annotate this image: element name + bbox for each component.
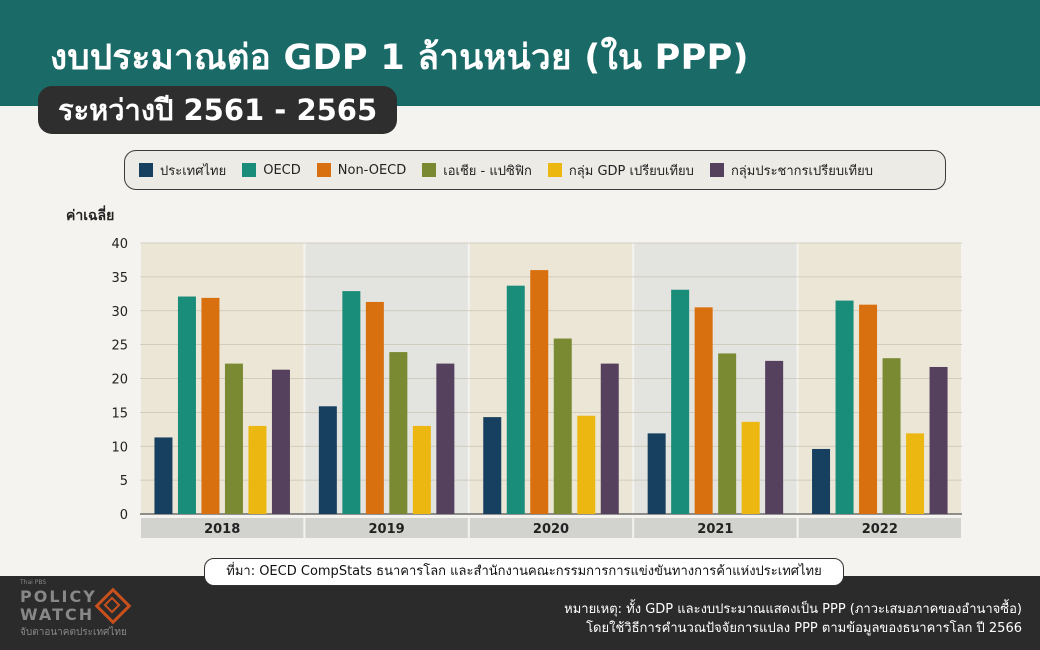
bar-2020-s4 [577, 415, 596, 514]
legend-item-3: เอเชีย - แปซิฟิก [422, 160, 532, 181]
bar-2018-s3 [224, 363, 243, 514]
source-note: ที่มา: OECD CompStats ธนาคารโลก และสำนัก… [204, 558, 844, 586]
bar-2021-s3 [718, 353, 737, 514]
bar-2021-s0 [647, 433, 666, 514]
legend-item-0: ประเทศไทย [139, 160, 226, 181]
bar-2019-s5 [436, 363, 455, 514]
y-axis-label: ค่าเฉลี่ย [66, 205, 114, 224]
y-tick-label: 20 [111, 373, 128, 388]
bar-2019-s1 [342, 291, 361, 514]
page-subtitle: ระหว่างปี 2561 - 2565 [38, 86, 398, 134]
y-tick-label: 0 [120, 508, 128, 523]
bar-2019-s0 [318, 406, 337, 514]
bar-2021-s4 [741, 421, 760, 514]
category-label-bg [634, 518, 797, 538]
bar-2018-s0 [154, 437, 173, 514]
x-tick-label: 2018 [204, 522, 240, 537]
bar-2019-s3 [389, 352, 408, 514]
bar-2018-s5 [271, 369, 290, 514]
y-tick-label: 10 [111, 440, 128, 455]
bar-chart: 0 5 10 15 20 25 30 35 40 2018 2019 2020 2021 2022 ค่… [66, 205, 962, 538]
bar-2022-s3 [882, 358, 901, 514]
x-tick-label: 2020 [533, 522, 569, 537]
logo-tagline: จับตาอนาคตประเทศไทย [20, 627, 127, 638]
bar-2019-s4 [412, 425, 431, 514]
legend-swatch [709, 163, 724, 177]
legend-item-1: OECD [242, 163, 301, 178]
legend-item-4: กลุ่ม GDP เปรียบเทียบ [547, 160, 694, 181]
category-label-bg [469, 518, 633, 538]
y-tick-label: 15 [111, 406, 128, 421]
bar-2021-s5 [765, 360, 784, 514]
bar-2020-s5 [600, 363, 619, 514]
x-tick-label: 2022 [862, 522, 898, 537]
legend-label: เอเชีย - แปซิฟิก [443, 163, 532, 179]
bar-2020-s0 [483, 417, 502, 514]
legend-swatch [547, 163, 562, 177]
footnote-line-1: หมายเหตุ: ทั้ง GDP และงบประมาณแสดงเป็น P… [564, 602, 1022, 617]
logo-policy-text: POLICY [20, 587, 97, 606]
bar-2022-s0 [812, 448, 831, 514]
bar-2022-s4 [906, 433, 925, 514]
legend-label: OECD [263, 162, 301, 178]
bar-2019-s2 [365, 301, 384, 514]
legend-swatch [139, 163, 153, 177]
bar-2021-s1 [671, 289, 690, 514]
bar-2020-s3 [553, 338, 572, 514]
bar-2018-s1 [177, 296, 196, 514]
footnote-line-2: โดยใช้วิธีการคำนวณปัจจัยการแปลง PPP ตามข… [586, 621, 1022, 636]
logo-watch-text: WATCH [20, 605, 95, 624]
legend-label: ประเทศไทย [160, 163, 227, 179]
y-tick-label: 5 [120, 474, 128, 489]
x-tick-label: 2019 [369, 522, 405, 537]
bar-2022-s2 [859, 304, 878, 514]
page-title: งบประมาณต่อ GDP 1 ล้านหน่วย (ใน PPP) [50, 38, 749, 78]
legend-item-2: Non-OECD [316, 162, 407, 178]
y-tick-label: 35 [111, 271, 128, 286]
legend-item-5: กลุ่มประชากรเปรียบเทียบ [709, 160, 873, 181]
bar-2022-s5 [929, 366, 948, 514]
category-label-bg [305, 518, 468, 538]
legend-label: กลุ่มประชากรเปรียบเทียบ [730, 163, 873, 179]
y-tick-label: 40 [111, 237, 128, 252]
legend-label: Non-OECD [337, 162, 407, 178]
legend-swatch [242, 163, 257, 177]
x-tick-label: 2021 [697, 522, 733, 537]
legend-swatch [316, 163, 331, 177]
logo-small-text: Thai PBS [20, 579, 47, 586]
category-label-bg [798, 518, 961, 538]
legend-label: กลุ่ม GDP เปรียบเทียบ [568, 163, 694, 179]
footer: Thai PBS POLICY WATCH จับตาอนาคตประเทศไท… [0, 576, 1040, 650]
y-tick-label: 30 [111, 305, 128, 320]
bar-2021-s2 [694, 307, 713, 514]
bar-2020-s1 [506, 285, 525, 514]
chart-legend: ประเทศไทย OECD Non-OECD เอเชีย - แปซิฟิก กลุ… [124, 150, 946, 190]
legend-swatch [422, 163, 437, 177]
y-tick-label: 25 [111, 339, 128, 354]
bar-2018-s4 [248, 425, 267, 514]
bar-2022-s1 [835, 300, 854, 514]
category-label-bg [141, 518, 304, 538]
bar-2018-s2 [201, 297, 220, 514]
bar-2020-s2 [530, 270, 549, 514]
